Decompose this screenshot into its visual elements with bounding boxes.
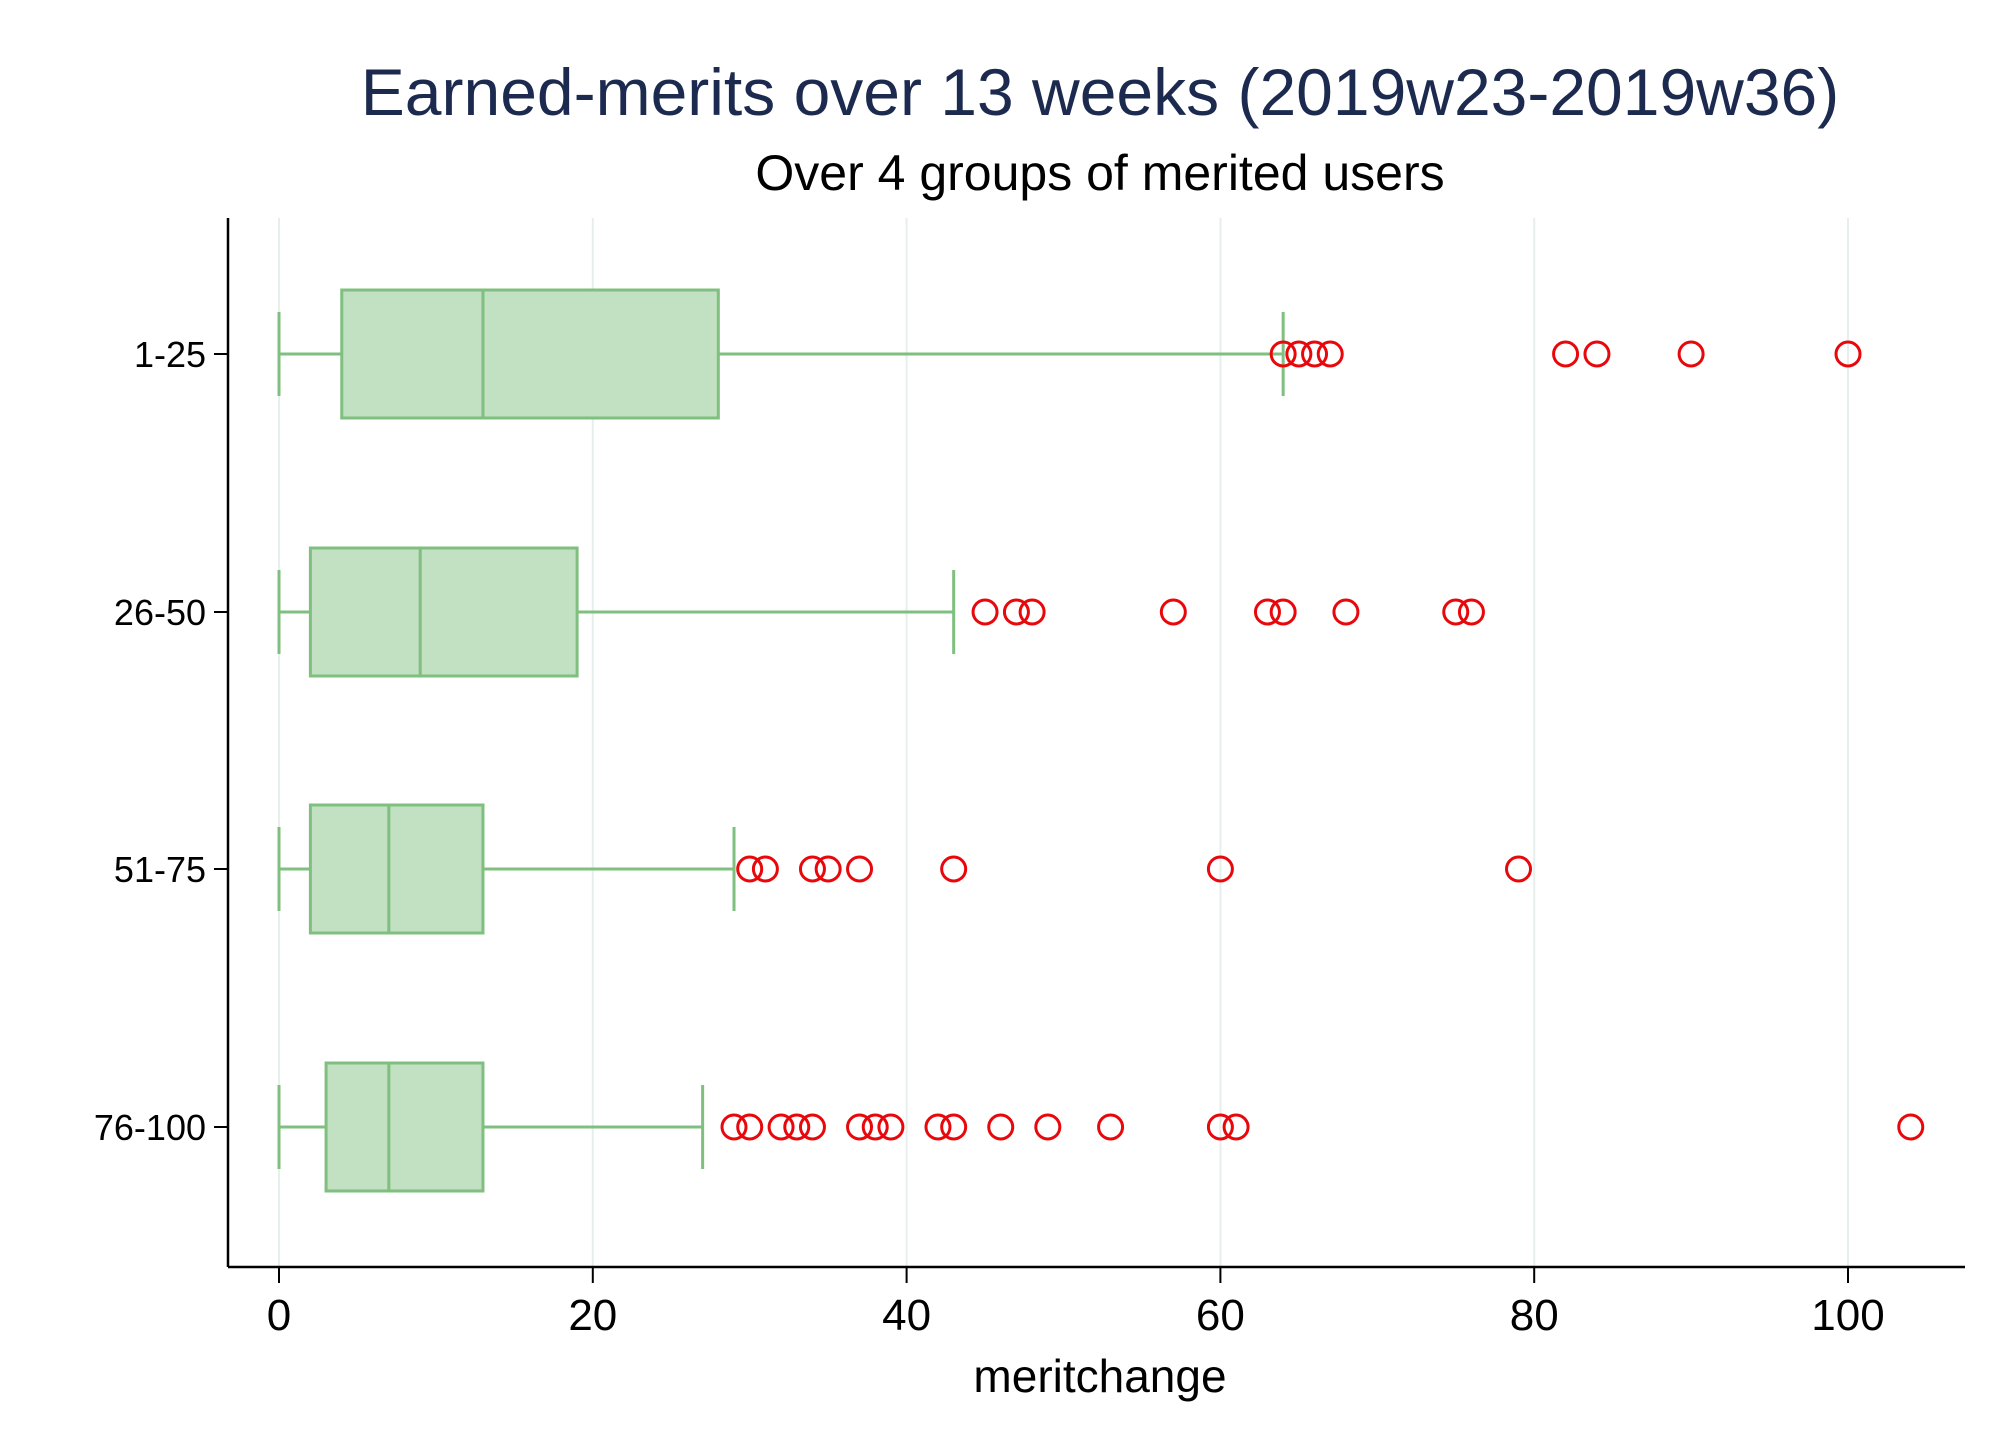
outlier-point (1269, 598, 1297, 626)
outlier-point (846, 1113, 874, 1141)
outlier-point (940, 1113, 968, 1141)
outlier-point (1206, 855, 1234, 883)
box-group-51-75 (277, 803, 736, 935)
x-tick-labels: 0 20 40 60 80 100 (267, 1291, 1885, 1340)
box-group-26-50 (277, 546, 956, 678)
iqr-box (324, 1061, 485, 1193)
outlier-point (1159, 598, 1187, 626)
outlier-point (861, 1113, 889, 1141)
y-tick-label: 1-25 (134, 334, 206, 375)
outlier-point (1097, 1113, 1125, 1141)
outlier-point (987, 1113, 1015, 1141)
outlier-point (736, 855, 764, 883)
outlier-point (924, 1113, 952, 1141)
x-tick-label: 20 (568, 1291, 617, 1340)
outlier-point (1253, 598, 1281, 626)
x-tick-label: 100 (1811, 1291, 1884, 1340)
iqr-box (340, 288, 720, 420)
outlier-point (877, 1113, 905, 1141)
outlier-point (751, 855, 779, 883)
x-axis-label: meritchange (973, 1350, 1226, 1402)
outlier-point (1505, 855, 1533, 883)
outlier-point (767, 1113, 795, 1141)
outlier-point (1897, 1113, 1925, 1141)
outlier-point (783, 1113, 811, 1141)
boxes (277, 288, 1285, 1193)
outlier-point (1222, 1113, 1250, 1141)
outlier-point (1316, 340, 1344, 368)
y-tick-label: 51-75 (114, 849, 206, 890)
y-tick-labels: 1-25 26-50 51-75 76-100 (94, 334, 206, 1148)
outlier-point (798, 1113, 826, 1141)
outlier-point (1285, 340, 1313, 368)
x-tick-label: 60 (1196, 1291, 1245, 1340)
outlier-point (1018, 598, 1046, 626)
outlier-point (1457, 598, 1485, 626)
box-group-1-25 (277, 288, 1285, 420)
outlier-point (1301, 340, 1329, 368)
outlier-point (736, 1113, 764, 1141)
y-tick-label: 76-100 (94, 1107, 206, 1148)
outlier-point (1552, 340, 1580, 368)
y-tick-label: 26-50 (114, 592, 206, 633)
outlier-point (720, 1113, 748, 1141)
outlier-point (1442, 598, 1470, 626)
axes (214, 218, 1965, 1283)
outlier-point (798, 855, 826, 883)
outlier-point (846, 855, 874, 883)
x-tick-label: 80 (1510, 1291, 1559, 1340)
outlier-point (1002, 598, 1030, 626)
box-group-76-100 (277, 1061, 705, 1193)
x-tick-label: 40 (882, 1291, 931, 1340)
iqr-box (308, 546, 579, 678)
outlier-point (1269, 340, 1297, 368)
outlier-point (1206, 1113, 1234, 1141)
outlier-point (1332, 598, 1360, 626)
outlier-point (1583, 340, 1611, 368)
outlier-point (1677, 340, 1705, 368)
outlier-point (940, 855, 968, 883)
outlier-point (1834, 340, 1862, 368)
iqr-box (308, 803, 485, 935)
outlier-point (971, 598, 999, 626)
x-tick-label: 0 (267, 1291, 291, 1340)
chart-subtitle: Over 4 groups of merited users (755, 145, 1444, 201)
chart-title: Earned-merits over 13 weeks (2019w23-201… (361, 55, 1839, 129)
outliers (720, 340, 1925, 1141)
outlier-point (814, 855, 842, 883)
outlier-point (1034, 1113, 1062, 1141)
